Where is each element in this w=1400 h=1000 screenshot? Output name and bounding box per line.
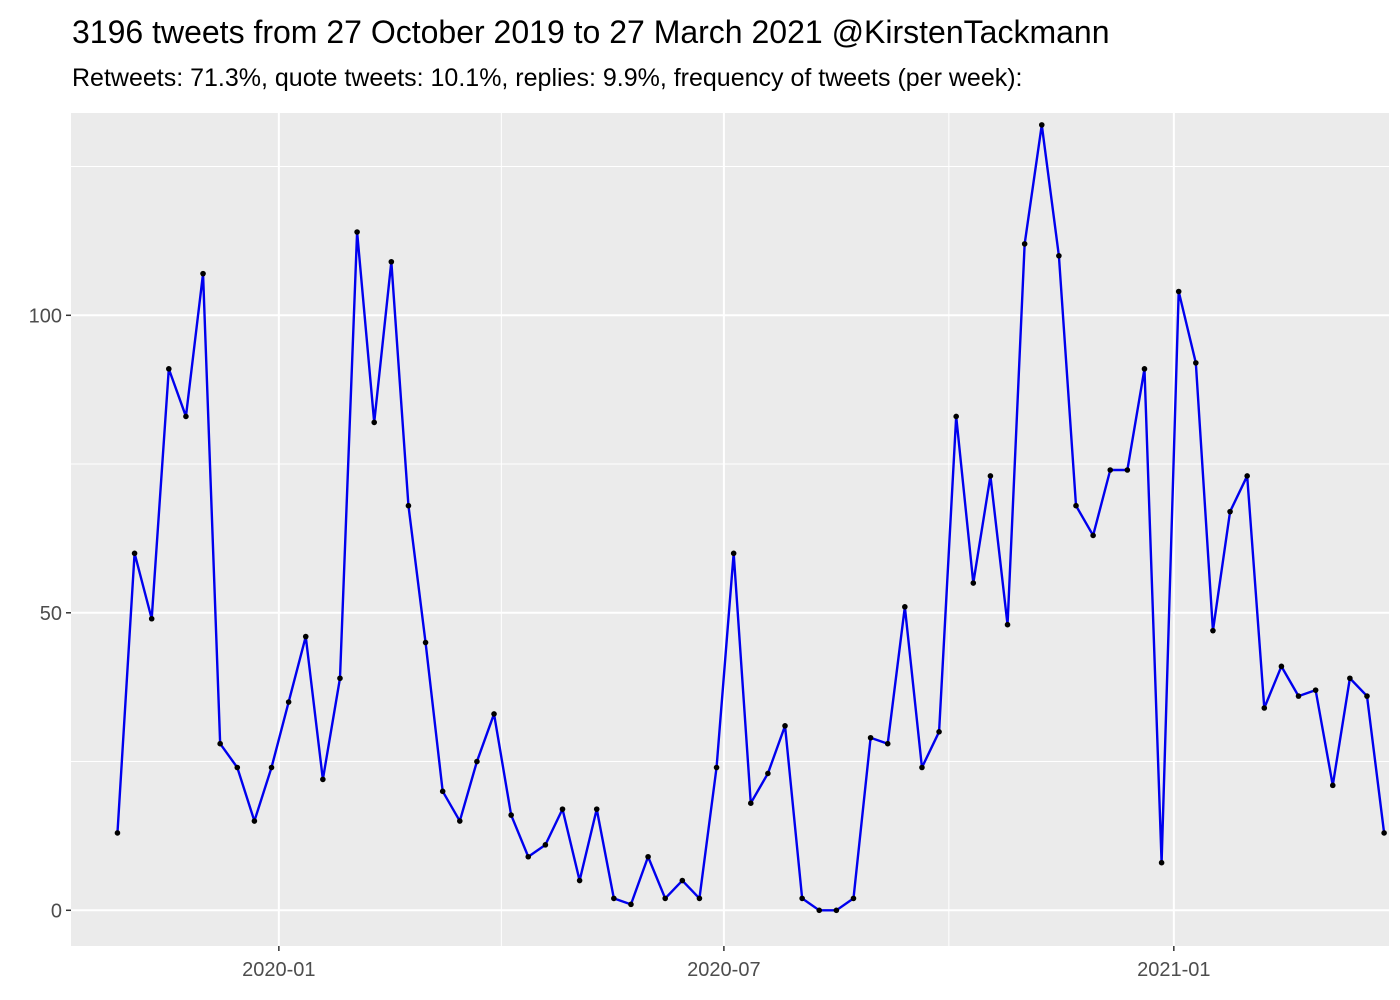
data-point <box>542 842 549 848</box>
data-point <box>200 270 206 277</box>
data-point <box>456 818 463 824</box>
data-point <box>268 764 275 771</box>
data-point <box>816 907 823 914</box>
data-point <box>405 502 412 509</box>
data-point <box>987 473 994 479</box>
data-point <box>1312 687 1319 693</box>
data-point <box>1227 508 1233 515</box>
data-point <box>1038 122 1045 128</box>
data-point <box>474 758 480 765</box>
data-point <box>217 740 223 747</box>
data-point <box>251 818 258 824</box>
x-tick-label: 2020-07 <box>687 959 760 981</box>
data-points <box>114 122 1387 914</box>
data-point <box>679 877 686 884</box>
plot-panel <box>71 113 1389 946</box>
data-point <box>183 413 189 420</box>
data-point <box>833 907 840 914</box>
y-tick-label: 100 <box>29 305 62 327</box>
data-point <box>1278 663 1285 670</box>
data-point <box>1210 627 1216 634</box>
data-point <box>234 764 241 771</box>
y-tick-label: 0 <box>51 900 62 922</box>
data-point <box>1381 830 1387 836</box>
chart-title: 3196 tweets from 27 October 2019 to 27 M… <box>72 14 1109 50</box>
data-point <box>867 734 874 741</box>
data-point <box>713 764 720 771</box>
data-point <box>491 711 497 717</box>
data-point <box>628 901 634 908</box>
data-point <box>919 764 925 771</box>
axes: 0 50 100 2020-01 2020-07 2021-01 <box>29 305 1211 981</box>
data-point <box>1244 473 1250 479</box>
data-point <box>576 877 583 884</box>
data-point <box>371 419 378 426</box>
data-point <box>337 675 343 682</box>
data-point <box>1141 366 1148 372</box>
x-tick-label: 2020-01 <box>242 959 315 981</box>
data-point <box>1021 241 1028 247</box>
data-point <box>799 895 805 902</box>
data-point <box>662 895 669 902</box>
data-point <box>850 895 857 902</box>
data-point <box>1073 502 1079 509</box>
data-point <box>593 806 600 812</box>
data-point <box>953 413 959 420</box>
data-point <box>388 258 395 265</box>
data-point <box>1329 782 1336 789</box>
data-point <box>611 895 617 902</box>
data-point <box>1107 467 1114 473</box>
data-point <box>1347 675 1353 682</box>
data-point <box>1175 288 1182 295</box>
data-point <box>1261 705 1268 711</box>
data-point <box>439 788 446 795</box>
data-point <box>148 615 155 622</box>
data-point <box>730 550 737 557</box>
data-point <box>782 723 788 729</box>
data-point <box>1090 532 1096 539</box>
data-point <box>302 633 309 640</box>
data-point <box>1158 859 1165 866</box>
data-point <box>354 229 360 235</box>
chart-subtitle: Retweets: 71.3%, quote tweets: 10.1%, re… <box>72 64 1023 92</box>
data-point <box>696 895 703 902</box>
data-point <box>884 740 891 747</box>
data-point <box>114 830 121 836</box>
x-tick-label: 2021-01 <box>1137 959 1210 981</box>
data-point <box>131 550 138 557</box>
data-point <box>936 729 942 735</box>
data-point <box>422 639 429 646</box>
data-point <box>508 812 514 818</box>
data-point <box>645 853 651 860</box>
data-point <box>765 770 771 777</box>
y-tick-label: 50 <box>40 603 62 625</box>
data-point <box>1193 360 1199 366</box>
data-point <box>1364 693 1370 699</box>
data-point <box>1124 467 1131 473</box>
data-point <box>747 800 754 806</box>
data-point <box>1004 621 1011 628</box>
data-point <box>166 366 172 372</box>
data-point <box>970 580 977 586</box>
data-point <box>1056 253 1062 259</box>
data-point <box>285 699 292 705</box>
data-point <box>902 604 908 610</box>
data-point <box>559 806 566 812</box>
data-point <box>525 853 532 860</box>
data-point <box>320 776 326 783</box>
data-point <box>1295 693 1302 699</box>
